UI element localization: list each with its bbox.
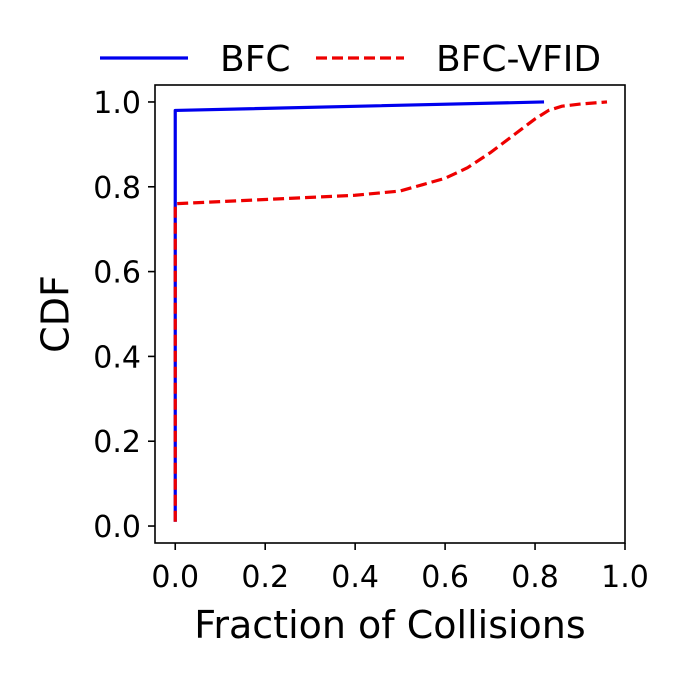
y-tick-label: 1.0 — [93, 86, 141, 121]
x-tick-label: 0.4 — [331, 560, 379, 595]
y-tick-label: 0.4 — [93, 340, 141, 375]
x-tick-label: 1.0 — [601, 560, 649, 595]
y-axis-label: CDF — [34, 275, 78, 353]
legend: BFC BFC-VFID — [100, 39, 601, 80]
series-line-bfc — [173, 100, 545, 522]
y-tick-label: 0.6 — [93, 256, 141, 291]
x-axis-label: Fraction of Collisions — [194, 603, 585, 647]
x-axis: 0.0 0.2 0.4 0.6 0.8 1.0 — [151, 543, 649, 595]
y-tick-label: 0.8 — [93, 171, 141, 206]
series-line-bfc-vfid — [173, 100, 608, 522]
series-lines — [173, 100, 608, 522]
x-tick-label: 0.8 — [511, 560, 559, 595]
y-tick-label: 0.0 — [93, 510, 141, 545]
legend-label: BFC-VFID — [436, 39, 601, 80]
x-tick-label: 0.2 — [241, 560, 289, 595]
plot-area-frame — [154, 84, 626, 544]
x-tick-label: 0.0 — [151, 560, 199, 595]
legend-label: BFC — [220, 39, 291, 80]
x-tick-label: 0.6 — [421, 560, 469, 595]
y-tick-label: 0.2 — [93, 425, 141, 460]
y-axis: 0.0 0.2 0.4 0.6 0.8 1.0 — [93, 86, 155, 545]
